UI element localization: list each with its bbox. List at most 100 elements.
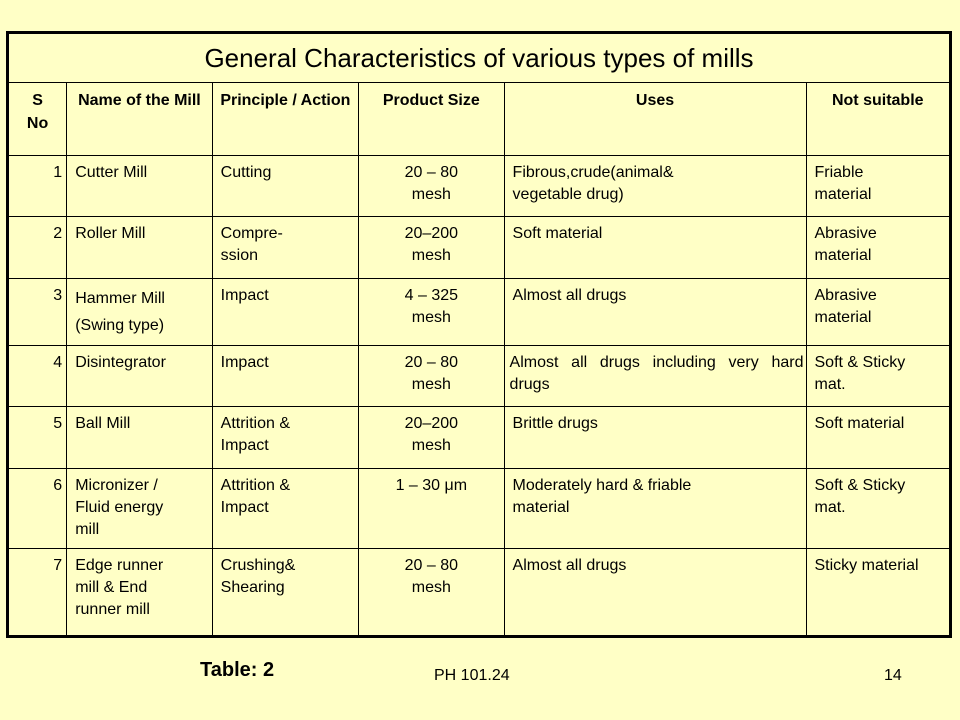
- cell-uses: Brittle drugs: [503, 406, 807, 469]
- cell-size: 20 – 80 mesh: [358, 155, 505, 217]
- cell-line: mat.: [814, 376, 846, 393]
- cell-line: Ball Mill: [75, 415, 131, 432]
- cell-line: Sticky material: [814, 557, 919, 574]
- cell-line: Moderately hard & friable: [512, 477, 692, 494]
- cell-sno: 3: [6, 278, 68, 346]
- cell-line: mill & End: [75, 579, 148, 596]
- cell-line: Soft & Sticky: [814, 477, 906, 494]
- mills-table: General Characteristics of various types…: [6, 31, 952, 638]
- cell-line: ssion: [220, 247, 258, 264]
- cell-line: 20 – 80: [404, 354, 459, 371]
- cell-sno: 1: [6, 155, 68, 217]
- cell-uses: Almost all drugs: [503, 278, 807, 346]
- cell-name: Edge runner mill & End runner mill: [66, 548, 213, 637]
- cell-line: 1 – 30 μm: [395, 477, 468, 494]
- cell-size: 20 – 80 mesh: [358, 345, 505, 407]
- cell-line: 4 – 325: [404, 287, 459, 304]
- cell-line: Impact: [220, 437, 269, 454]
- cell-name: Hammer Mill (Swing type): [66, 278, 213, 346]
- cell-line: Attrition &: [220, 477, 290, 494]
- cell-name: Disintegrator: [66, 345, 213, 407]
- cell-uses: Almost all drugs including very hard dru…: [503, 345, 807, 407]
- table-title: General Characteristics of various types…: [7, 32, 951, 83]
- cell-line: Soft material: [814, 415, 905, 432]
- table-row: 7 Edge runner mill & End runner mill Crush…: [6, 548, 951, 637]
- header-name: Name of the Mill: [66, 82, 213, 156]
- cell-principle: Impact: [211, 345, 360, 407]
- course-code: PH 101.24: [434, 667, 510, 684]
- cell-line: mesh: [411, 247, 451, 264]
- page-number: 14: [884, 667, 902, 684]
- table-row: 3 Hammer Mill (Swing type) Impact 4 – 325…: [6, 278, 951, 346]
- cell-sno: 2: [6, 216, 68, 279]
- header-principle: Principle / Action: [211, 82, 360, 156]
- cell-line: Compre-: [220, 225, 283, 242]
- cell-size: 20–200 mesh: [358, 406, 505, 469]
- cell-not-suitable: Abrasive material: [805, 216, 951, 279]
- cell-line: material: [512, 499, 570, 516]
- cell-uses: Soft material: [503, 216, 807, 279]
- cell-line: 20–200: [404, 415, 459, 432]
- cell-line: Almost all drugs including very hard dru…: [509, 354, 804, 393]
- cell-not-suitable: Soft material: [805, 406, 951, 469]
- cell-line: Abrasive: [814, 287, 877, 304]
- cell-name: Cutter Mill: [66, 155, 213, 217]
- cell-principle: Attrition & Impact: [211, 406, 360, 469]
- cell-line: mesh: [411, 186, 451, 203]
- table-row: 2 Roller Mill Compre-ssion 20–200 mesh So…: [6, 216, 951, 279]
- cell-line: Friable: [814, 164, 864, 181]
- cell-line: runner mill: [75, 601, 150, 618]
- cell-name: Roller Mill: [66, 216, 213, 279]
- cell-line: Attrition &: [220, 415, 290, 432]
- cell-line: material: [814, 247, 872, 264]
- cell-size: 1 – 30 μm: [358, 468, 505, 549]
- cell-not-suitable: Abrasive material: [805, 278, 951, 346]
- table-caption: Table: 2: [200, 659, 275, 681]
- cell-line: Micronizer /: [75, 477, 158, 494]
- cell-not-suitable: Sticky material: [805, 548, 951, 637]
- cell-sno: 6: [6, 468, 68, 549]
- cell-line: 20 – 80: [404, 164, 459, 181]
- cell-principle: Crushing& Shearing: [211, 548, 360, 637]
- cell-line: Roller Mill: [75, 225, 146, 242]
- cell-line: Hammer Mill: [75, 290, 165, 307]
- header-sno: S No: [6, 82, 68, 156]
- cell-uses: Almost all drugs: [503, 548, 807, 637]
- cell-line: mill: [75, 521, 100, 538]
- cell-line: Cutter Mill: [75, 164, 148, 181]
- cell-name: Micronizer / Fluid energy mill: [66, 468, 213, 549]
- cell-line: Impact: [220, 287, 269, 304]
- header-size: Product Size: [358, 82, 505, 156]
- cell-line: Edge runner: [75, 557, 164, 574]
- table-row: 4 Disintegrator Impact 20 – 80 mesh Almos…: [6, 345, 951, 407]
- table-row: 6 Micronizer / Fluid energy mill Attrition…: [6, 468, 951, 549]
- cell-uses: Moderately hard & friable material: [503, 468, 807, 549]
- header-uses: Uses: [503, 82, 807, 156]
- cell-line: Fibrous,crude(animal&: [512, 164, 674, 181]
- cell-line: Impact: [220, 354, 269, 371]
- cell-size: 20 – 80 mesh: [358, 548, 505, 637]
- cell-not-suitable: Soft & Sticky mat.: [805, 468, 951, 549]
- cell-line: Almost all drugs: [512, 287, 627, 304]
- cell-principle: Impact: [211, 278, 360, 346]
- cell-size: 20–200 mesh: [358, 216, 505, 279]
- cell-uses: Fibrous,crude(animal& vegetable drug): [503, 155, 807, 217]
- cell-line: Soft material: [512, 225, 603, 242]
- cell-line: Abrasive: [814, 225, 877, 242]
- header-row: S No Name of the Mill Principle / Action…: [6, 82, 951, 156]
- cell-principle: Cutting: [211, 155, 360, 217]
- cell-line: mesh: [411, 309, 451, 326]
- table-row: 5 Ball Mill Attrition & Impact 20–200 mesh…: [6, 406, 951, 469]
- cell-line: (Swing type): [75, 317, 165, 334]
- table-row: 1 Cutter Mill Cutting 20 – 80 mesh Fibrou…: [6, 155, 951, 217]
- cell-line: mesh: [411, 376, 451, 393]
- cell-line: Crushing&: [220, 557, 296, 574]
- cell-sno: 5: [6, 406, 68, 469]
- cell-line: Impact: [220, 499, 269, 516]
- cell-line: Almost all drugs: [512, 557, 627, 574]
- cell-line: Fluid energy: [75, 499, 164, 516]
- cell-line: mat.: [814, 499, 846, 516]
- cell-line: material: [814, 309, 872, 326]
- cell-name: Ball Mill: [66, 406, 213, 469]
- header-sno-line1: S: [32, 92, 43, 109]
